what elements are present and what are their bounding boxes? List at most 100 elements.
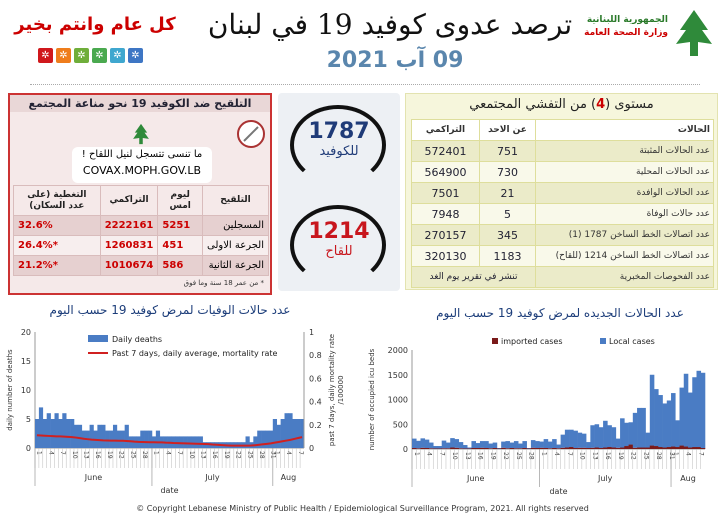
month-label: July bbox=[204, 473, 220, 482]
bar bbox=[70, 419, 75, 448]
bar bbox=[683, 446, 689, 449]
header-yesterday: ليوم امس bbox=[157, 185, 203, 216]
bar bbox=[645, 432, 651, 448]
bar bbox=[603, 447, 608, 449]
bar bbox=[560, 447, 566, 449]
bar bbox=[484, 448, 489, 449]
bar bbox=[97, 424, 102, 448]
bar bbox=[594, 447, 600, 449]
registration-promo: ما تنسى تتسجل لنيل اللقاح ! COVAX.MOPH.GO… bbox=[72, 147, 212, 183]
bar bbox=[190, 436, 196, 448]
promo-text: ما تنسى تتسجل لنيل اللقاح ! bbox=[81, 149, 203, 160]
bar bbox=[179, 436, 184, 448]
bar bbox=[479, 447, 485, 449]
cumulative-value: 1010674 bbox=[99, 255, 159, 276]
bar bbox=[586, 442, 591, 449]
x-tick-label: 13 bbox=[83, 451, 90, 459]
x-axis-label: date bbox=[549, 487, 567, 496]
greeting: كل عام وانتم بخير bbox=[14, 14, 176, 35]
bar bbox=[441, 448, 447, 449]
bar bbox=[276, 424, 281, 448]
covax-link[interactable]: COVAX.MOPH.GOV.LB bbox=[82, 164, 202, 177]
x-tick-label: 7 bbox=[297, 451, 304, 455]
bar bbox=[38, 407, 44, 448]
y2-tick-label: 0.2 bbox=[309, 421, 322, 430]
y-tick-label: 1000 bbox=[388, 396, 408, 405]
bar bbox=[202, 442, 207, 448]
bar bbox=[547, 448, 553, 449]
bar bbox=[594, 424, 600, 448]
y-tick-label: 1500 bbox=[388, 371, 408, 380]
legend-label-rate: Past 7 days, daily average, mortality ra… bbox=[112, 349, 278, 358]
y2-tick-label: 0 bbox=[309, 444, 314, 453]
y2-tick-label: 1 bbox=[309, 328, 314, 337]
row-label: عدد الحالات الوافدة bbox=[535, 182, 714, 204]
syringe-icon bbox=[237, 120, 265, 148]
ministry-line1: الجمهورية اللبنانية bbox=[586, 15, 668, 25]
bar bbox=[654, 446, 659, 449]
bar bbox=[253, 436, 258, 448]
bar bbox=[513, 441, 519, 449]
bar bbox=[513, 448, 519, 449]
bar bbox=[257, 430, 262, 448]
bar bbox=[77, 424, 83, 448]
bar bbox=[467, 447, 472, 449]
bar bbox=[198, 436, 203, 448]
x-tick-label: 16 bbox=[94, 451, 101, 459]
bar bbox=[265, 430, 270, 448]
bar bbox=[148, 430, 153, 448]
bar bbox=[530, 440, 536, 448]
bar bbox=[284, 413, 289, 448]
bar bbox=[675, 420, 680, 448]
bar bbox=[564, 447, 570, 449]
bar bbox=[620, 447, 625, 449]
table-row: عدد حالات الوفاة 5 7948 bbox=[411, 203, 714, 225]
y-tick-label: 5 bbox=[26, 415, 31, 424]
divider bbox=[30, 84, 700, 85]
yesterday-value: 451 bbox=[157, 235, 203, 256]
bar bbox=[488, 448, 493, 449]
bar bbox=[187, 436, 192, 448]
bar bbox=[424, 439, 430, 449]
table-row: الجرعة الثانية 586 1010674 *21.2% bbox=[13, 255, 269, 276]
bar bbox=[58, 419, 63, 448]
bar bbox=[296, 419, 301, 448]
bar bbox=[552, 448, 557, 449]
bar bbox=[420, 447, 426, 449]
bar bbox=[62, 413, 67, 448]
bar bbox=[488, 443, 493, 449]
bar bbox=[155, 430, 161, 448]
bar bbox=[300, 419, 305, 448]
bar bbox=[428, 448, 434, 449]
bar bbox=[46, 413, 51, 448]
bar bbox=[462, 445, 468, 449]
bar bbox=[505, 448, 510, 449]
bar bbox=[649, 374, 655, 446]
today-value: 751 bbox=[479, 140, 536, 162]
table-row: عدد اتصالات الخط الساخن 1787 (1) 345 27015… bbox=[411, 224, 714, 246]
bar bbox=[590, 447, 595, 449]
bar bbox=[471, 441, 476, 449]
bar bbox=[569, 447, 574, 449]
bar bbox=[530, 447, 536, 449]
y-tick-label: 0 bbox=[403, 445, 408, 454]
legend-label-imported: imported cases bbox=[501, 337, 563, 346]
virus-square-icon: ✲ bbox=[128, 48, 143, 63]
bar bbox=[696, 447, 702, 449]
bar bbox=[573, 448, 578, 449]
bar bbox=[637, 447, 642, 449]
y-tick-label: 500 bbox=[393, 420, 408, 429]
y-tick-label: 10 bbox=[21, 386, 31, 395]
bar bbox=[547, 441, 553, 449]
bar bbox=[615, 438, 621, 448]
hotline-number: 1787 bbox=[308, 119, 370, 144]
cases-chart-title: عدد الحالات الجديده لمرض كوفيد 19 حسب ال… bbox=[436, 306, 684, 320]
bar bbox=[505, 441, 510, 449]
bar bbox=[535, 441, 540, 449]
row-label: عدد اتصالات الخط الساخن 1214 (للقاح) bbox=[535, 245, 714, 267]
total-value: 320130 bbox=[411, 245, 480, 267]
bar bbox=[35, 419, 40, 448]
month-label: July bbox=[597, 474, 613, 483]
total-value: 572401 bbox=[411, 140, 480, 162]
